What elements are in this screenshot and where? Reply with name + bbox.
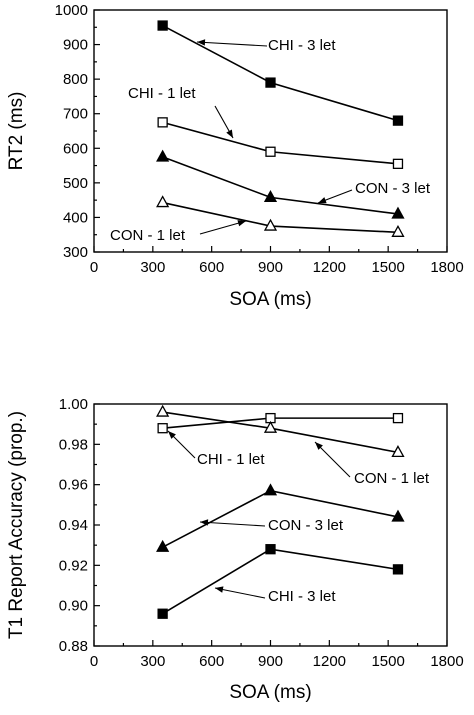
y-tick-label: 1000 [55,2,88,19]
data-point [157,20,168,31]
x-tick-label: 300 [140,653,165,670]
series-con-1let [156,195,405,237]
x-tick-label: 0 [90,653,98,670]
annotation-label: CHI - 1 let [197,451,265,468]
data-point [392,564,404,575]
series-con-3let [156,483,405,552]
series-annotation: CON - 1 let [314,441,430,487]
data-point [391,509,405,522]
series-annotation: CON - 3 let [317,180,431,204]
annotation-leader [214,587,266,599]
series-line [162,121,399,165]
x-tick-label: 600 [199,259,224,276]
series-annotation: CHI - 3 let [214,586,336,605]
data-point [391,224,405,237]
annotation-label: CON - 3 let [355,180,431,197]
data-point [265,544,276,555]
data-point [265,146,276,157]
x-tick-label: 900 [258,653,283,670]
x-tick-label: 1500 [371,653,404,670]
annotation-label: CON - 1 let [110,227,186,244]
y-axis-label: T1 Report Accuracy (prop.) [6,411,27,639]
x-tick-label: 0 [90,259,98,276]
x-tick-label: 1800 [430,653,463,670]
data-point [263,190,278,203]
y-tick-label: 1.00 [59,396,88,413]
data-point [263,218,278,231]
y-tick-label: 0.94 [59,517,88,534]
annotation-label: CON - 1 let [354,470,430,487]
series-annotation: CHI - 3 let [196,37,336,54]
series-annotation: CHI - 1 let [167,430,265,468]
annotation-arrowhead [215,586,224,593]
annotation-arrowhead [237,220,246,227]
data-point [263,483,278,496]
y-tick-label: 700 [63,106,88,123]
series-chi-3let [157,544,404,619]
x-axis-label: SOA (ms) [229,289,311,310]
data-point [157,423,168,434]
annotation-arrowhead [197,39,206,46]
annotation-label: CON - 3 let [268,517,344,534]
series-chi-1let [157,412,404,434]
chart-panel-1: 0 300 600 900 1200 1500 1800300400500600700800… [6,2,464,310]
series-annotation: CON - 1 let [110,220,247,244]
annotation-label: CHI - 3 let [268,588,336,605]
y-tick-label: 600 [63,140,88,157]
y-tick-label: 0.90 [59,598,88,615]
x-tick-label: 600 [199,653,224,670]
annotation-arrowhead [318,197,327,204]
chart-panel-2: 0 300 600 900 1200 1500 1800 0.88 0.90 0.92 0.94 0.… [6,396,464,703]
data-point [265,77,276,88]
annotation-leader [196,41,268,47]
y-tick-label: 0.96 [59,477,88,494]
data-point [392,115,404,126]
y-axis-label: RT2 (ms) [6,92,27,171]
annotation-leader [199,521,266,527]
x-tick-label: 1500 [371,259,404,276]
y-tick-label: 0.92 [59,557,88,574]
x-tick-label: 1200 [313,259,346,276]
x-tick-label: 1200 [313,653,346,670]
y-tick-label: 800 [63,71,88,88]
x-tick-label: 300 [140,259,165,276]
data-point [392,412,404,424]
annotation-label: CHI - 3 let [268,37,336,54]
series-line [162,417,398,429]
series-chi-3let [157,20,404,126]
annotation-label: CHI - 1 let [128,85,196,102]
annotation-arrowhead [226,129,233,138]
series-annotation: CHI - 1 let [128,85,234,139]
y-tick-label: 0.98 [59,436,88,453]
data-point [157,117,168,128]
series-con-1let [156,404,405,458]
y-tick-label: 0.88 [59,638,88,655]
series-annotation: CON - 3 let [199,517,344,534]
y-tick-label: 900 [63,37,88,54]
annotation-arrowhead [200,519,209,526]
x-axis-label: SOA (ms) [229,682,311,703]
data-point [156,149,170,162]
x-tick-label: 900 [258,259,283,276]
data-point [156,404,170,417]
series-chi-1let [157,117,404,169]
data-point [391,206,405,219]
data-point [156,539,170,552]
annotation-arrowhead [168,431,176,439]
annotation-arrowhead [315,442,323,450]
y-tick-label: 400 [63,209,88,226]
data-point [156,195,170,208]
y-tick-label: 500 [63,175,88,192]
series-line [162,201,399,234]
data-point [263,420,278,433]
data-point [392,158,404,169]
y-tick-label: 300 [63,244,88,261]
annotation-leader [314,441,351,478]
data-point [391,445,405,458]
x-tick-label: 1800 [430,259,463,276]
data-point [157,608,168,619]
series-con-3let [156,149,405,219]
